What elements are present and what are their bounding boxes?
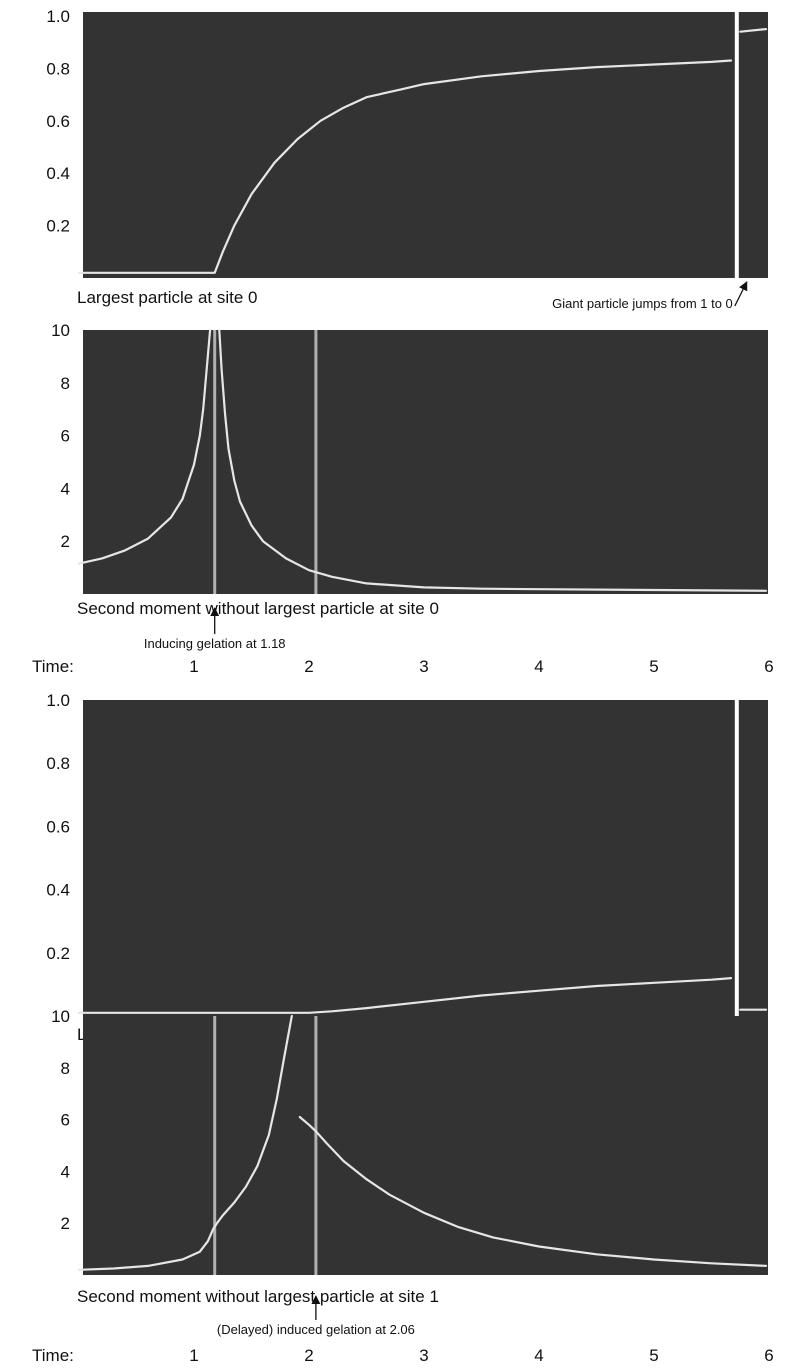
annotation-arrow [734, 281, 748, 307]
panel-caption: Largest particle at site 0 [77, 288, 257, 307]
x-tick-label: 2 [304, 1346, 313, 1365]
x-tick-label: 4 [534, 657, 543, 676]
annotation-text: (Delayed) induced gelation at 2.06 [217, 1322, 415, 1337]
y-tick-label: 4 [61, 479, 70, 498]
time-axis-label: Time: [32, 657, 74, 676]
y-tick-label: 6 [61, 1111, 70, 1130]
y-tick-label: 1.0 [46, 691, 70, 710]
y-tick-label: 8 [61, 1059, 70, 1078]
x-tick-label: 3 [419, 1346, 428, 1365]
x-tick-label: 1 [189, 1346, 198, 1365]
y-tick-label: 0.6 [46, 817, 70, 836]
annotation-text: Giant particle jumps from 1 to 0 [552, 296, 733, 311]
y-tick-label: 0.8 [46, 754, 70, 773]
panel-caption: Second moment without largest particle a… [77, 1287, 439, 1306]
y-tick-label: 10 [51, 1007, 70, 1026]
time-axis: Time: 1 2 3 4 5 6 [32, 1346, 774, 1365]
time-axis: Time: 1 2 3 4 5 6 [32, 657, 774, 676]
panel-0: 1.0 0.8 0.6 0.4 0.2 Largest particle at site … [46, 7, 768, 311]
annotation-text: Inducing gelation at 1.18 [144, 636, 286, 651]
y-tick-label: 4 [61, 1162, 70, 1181]
series-line [77, 328, 212, 565]
x-tick-label: 6 [764, 1346, 773, 1365]
series-line [298, 1115, 768, 1268]
y-tick-label: 0.4 [46, 881, 70, 900]
series-line [77, 1014, 293, 1271]
y-tick-label: 0.2 [46, 944, 70, 963]
y-tick-label: 2 [61, 1214, 70, 1233]
panel-3: 10 8 6 4 2 Second moment without largest part… [51, 1007, 768, 1337]
y-tick-label: 10 [51, 321, 70, 340]
y-tick-label: 0.2 [46, 217, 70, 236]
panel-1: 10 8 6 4 2 Second moment without largest part… [51, 321, 768, 651]
series-line [77, 976, 733, 1014]
x-tick-label: 4 [534, 1346, 543, 1365]
plot-area [83, 330, 768, 594]
y-tick-label: 2 [61, 532, 70, 551]
plot-area [83, 12, 768, 278]
series-line [77, 59, 733, 274]
series-line [218, 328, 768, 592]
time-axis-label: Time: [32, 1346, 74, 1365]
x-tick-label: 3 [419, 657, 428, 676]
plot-area [83, 700, 768, 1016]
x-tick-label: 6 [764, 657, 773, 676]
series-line [739, 28, 768, 33]
y-tick-label: 1.0 [46, 7, 70, 26]
x-tick-label: 2 [304, 657, 313, 676]
y-tick-label: 8 [61, 374, 70, 393]
plot-area [83, 1016, 768, 1275]
x-tick-label: 1 [189, 657, 198, 676]
y-tick-label: 0.8 [46, 59, 70, 78]
y-tick-label: 0.4 [46, 164, 70, 183]
x-tick-label: 5 [649, 1346, 658, 1365]
x-tick-label: 5 [649, 657, 658, 676]
panel-caption: Second moment without largest particle a… [77, 599, 439, 618]
y-tick-label: 6 [61, 427, 70, 446]
y-tick-label: 0.6 [46, 112, 70, 131]
